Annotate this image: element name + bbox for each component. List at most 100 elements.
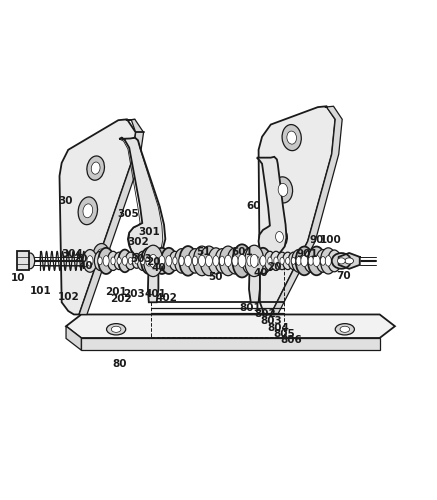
Ellipse shape bbox=[296, 256, 301, 265]
Ellipse shape bbox=[274, 177, 293, 203]
Polygon shape bbox=[59, 120, 136, 314]
Ellipse shape bbox=[245, 245, 264, 276]
Text: 80: 80 bbox=[112, 359, 126, 369]
Ellipse shape bbox=[291, 258, 295, 264]
Ellipse shape bbox=[232, 256, 238, 266]
Ellipse shape bbox=[87, 256, 93, 266]
Ellipse shape bbox=[91, 162, 100, 174]
Ellipse shape bbox=[188, 248, 202, 273]
Ellipse shape bbox=[98, 248, 114, 274]
Polygon shape bbox=[257, 157, 287, 256]
Ellipse shape bbox=[117, 258, 121, 264]
Ellipse shape bbox=[192, 256, 198, 266]
Ellipse shape bbox=[153, 257, 158, 265]
Ellipse shape bbox=[219, 256, 225, 266]
Text: 802: 802 bbox=[254, 310, 276, 320]
Text: 101: 101 bbox=[30, 286, 52, 296]
Ellipse shape bbox=[146, 256, 152, 266]
Ellipse shape bbox=[288, 252, 298, 270]
Ellipse shape bbox=[232, 244, 252, 278]
Ellipse shape bbox=[325, 256, 331, 266]
Ellipse shape bbox=[337, 258, 345, 264]
Ellipse shape bbox=[184, 255, 191, 266]
Text: 302: 302 bbox=[127, 237, 149, 247]
Ellipse shape bbox=[103, 256, 109, 266]
Text: 305: 305 bbox=[117, 210, 139, 220]
Polygon shape bbox=[79, 120, 144, 314]
Ellipse shape bbox=[208, 248, 224, 274]
Ellipse shape bbox=[83, 250, 97, 272]
Ellipse shape bbox=[301, 255, 308, 266]
Text: 40: 40 bbox=[254, 268, 268, 278]
Text: 601: 601 bbox=[232, 247, 253, 257]
Ellipse shape bbox=[122, 256, 128, 265]
Ellipse shape bbox=[271, 252, 282, 270]
Ellipse shape bbox=[242, 248, 258, 274]
Text: 202: 202 bbox=[110, 294, 132, 304]
Ellipse shape bbox=[128, 258, 133, 264]
Ellipse shape bbox=[280, 258, 284, 264]
Ellipse shape bbox=[250, 248, 264, 273]
FancyBboxPatch shape bbox=[17, 252, 29, 270]
Ellipse shape bbox=[125, 252, 136, 270]
Polygon shape bbox=[66, 314, 395, 338]
Ellipse shape bbox=[247, 256, 253, 266]
Ellipse shape bbox=[174, 248, 188, 273]
Ellipse shape bbox=[118, 250, 132, 272]
Ellipse shape bbox=[328, 250, 341, 272]
Text: 801: 801 bbox=[239, 302, 261, 312]
Text: 50: 50 bbox=[208, 272, 222, 282]
Text: 70: 70 bbox=[336, 271, 351, 281]
Ellipse shape bbox=[291, 250, 305, 272]
Text: 303: 303 bbox=[130, 254, 152, 264]
Ellipse shape bbox=[166, 256, 172, 266]
Ellipse shape bbox=[154, 248, 170, 274]
Ellipse shape bbox=[332, 253, 351, 268]
Ellipse shape bbox=[264, 252, 276, 270]
Ellipse shape bbox=[205, 255, 212, 266]
Ellipse shape bbox=[335, 324, 354, 335]
Polygon shape bbox=[271, 106, 342, 314]
Text: 805: 805 bbox=[274, 328, 295, 338]
Ellipse shape bbox=[141, 257, 145, 265]
Ellipse shape bbox=[250, 254, 258, 268]
Ellipse shape bbox=[141, 248, 156, 274]
Ellipse shape bbox=[276, 232, 284, 242]
Ellipse shape bbox=[200, 246, 218, 276]
Ellipse shape bbox=[282, 124, 301, 150]
Text: 402: 402 bbox=[155, 293, 177, 303]
Ellipse shape bbox=[277, 252, 287, 270]
Ellipse shape bbox=[268, 257, 272, 265]
Ellipse shape bbox=[98, 257, 102, 265]
Text: 100: 100 bbox=[320, 236, 342, 246]
Ellipse shape bbox=[93, 244, 109, 265]
Ellipse shape bbox=[283, 252, 293, 270]
Text: 20: 20 bbox=[146, 257, 160, 267]
Polygon shape bbox=[81, 338, 380, 350]
Ellipse shape bbox=[193, 246, 211, 276]
Text: 901: 901 bbox=[297, 250, 319, 260]
Ellipse shape bbox=[111, 326, 121, 332]
Ellipse shape bbox=[260, 256, 266, 266]
Ellipse shape bbox=[78, 197, 97, 224]
Ellipse shape bbox=[150, 252, 161, 270]
Ellipse shape bbox=[332, 256, 337, 265]
Text: 304: 304 bbox=[62, 250, 83, 260]
Ellipse shape bbox=[179, 246, 197, 276]
Ellipse shape bbox=[345, 258, 354, 264]
Ellipse shape bbox=[295, 246, 313, 276]
Ellipse shape bbox=[320, 256, 326, 265]
Polygon shape bbox=[66, 326, 81, 350]
Ellipse shape bbox=[272, 226, 288, 248]
Ellipse shape bbox=[215, 248, 229, 273]
Ellipse shape bbox=[278, 184, 288, 196]
Text: 10: 10 bbox=[11, 274, 25, 283]
Ellipse shape bbox=[87, 156, 104, 180]
Ellipse shape bbox=[132, 254, 141, 268]
Text: 301: 301 bbox=[139, 226, 160, 236]
Ellipse shape bbox=[274, 257, 278, 265]
Ellipse shape bbox=[219, 246, 237, 276]
Ellipse shape bbox=[97, 249, 105, 260]
Ellipse shape bbox=[111, 257, 115, 265]
Text: 20: 20 bbox=[267, 262, 281, 272]
